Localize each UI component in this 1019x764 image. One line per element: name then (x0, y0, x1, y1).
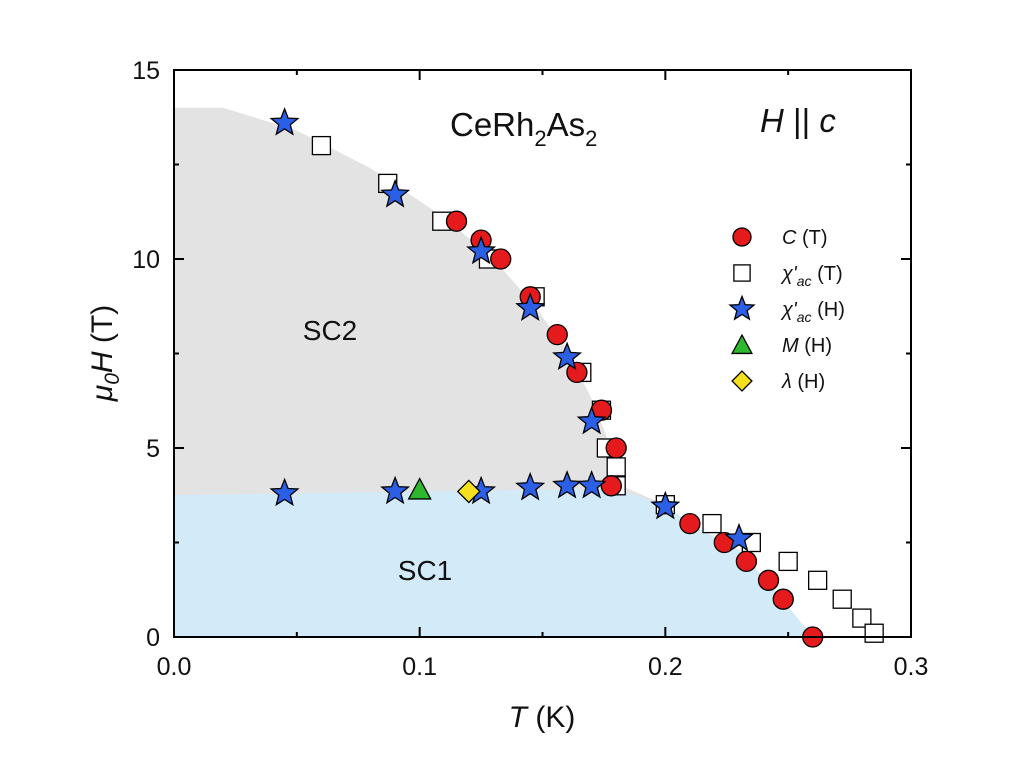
square-point (807, 570, 828, 590)
series-star (269, 107, 755, 552)
circle-point (679, 512, 701, 535)
star-point (650, 490, 681, 520)
x-axis-label: T (K) (509, 701, 576, 734)
x-tick-label: 0.2 (648, 653, 683, 681)
legend-marker-diamond (731, 370, 753, 392)
circle-point (735, 550, 758, 573)
star-point (466, 235, 497, 265)
plot-frame (173, 69, 912, 638)
title-part-2: As (547, 106, 586, 143)
y-tick-label: 15 (132, 57, 160, 85)
legend-marker-triangle (731, 333, 753, 355)
sc1-label: SC1 (398, 555, 452, 586)
y-axis-label: μ0H (T) (86, 305, 124, 402)
field-direction-note: H || c (760, 102, 836, 139)
legend-label-main: M (782, 335, 799, 357)
title-sub-2: 2 (585, 126, 597, 151)
x-label-unit: (K) (527, 701, 575, 734)
legend-label-main: χ' (780, 263, 798, 285)
y-label-unit: (T) (86, 305, 119, 352)
star-point (576, 405, 607, 435)
legend-label-main: χ' (780, 299, 798, 321)
star-point (552, 341, 583, 371)
series-triangle (407, 477, 432, 500)
legend-label: λ (H) (781, 371, 825, 393)
legend-label-arg: (T) (796, 227, 827, 249)
star-point (515, 471, 546, 501)
legend-marker-star (728, 294, 756, 321)
circle-point (546, 323, 568, 346)
sc2-label: SC2 (303, 315, 357, 346)
legend-label-arg: (H) (799, 335, 832, 357)
star-point (576, 470, 607, 499)
star-point (269, 477, 300, 507)
legend-label: M (H) (782, 335, 832, 357)
x-label-var: T (509, 701, 530, 734)
legend-label-main: λ (781, 371, 792, 393)
legend-label-arg: (T) (812, 263, 843, 285)
y-tick-label: 10 (132, 246, 160, 274)
circle-point (757, 569, 780, 591)
field-c: c (819, 102, 836, 139)
circle-point (600, 475, 622, 497)
square-point (852, 608, 872, 628)
circle-point (445, 210, 468, 232)
data-markers (269, 107, 884, 648)
star-point (380, 475, 411, 505)
region-labels: SC2 SC1 (303, 315, 452, 586)
chart-title: CeRh2As2 (450, 106, 597, 151)
star-point (723, 522, 755, 552)
series-circle (445, 210, 824, 648)
square-point (778, 551, 798, 572)
circle-point (566, 361, 588, 384)
y-label-mu: μ (86, 385, 119, 402)
legend-label: χ'ac (H) (780, 299, 845, 325)
square-point (311, 135, 332, 156)
legend-label-arg: (H) (812, 299, 845, 321)
y-label-var: H (86, 351, 119, 373)
title-part-1: CeRh (450, 106, 534, 143)
phase-regions (174, 107, 813, 638)
square-point (832, 589, 852, 609)
legend-label-arg: (H) (792, 371, 825, 393)
square-point (702, 513, 722, 534)
legend: C (T)χ'ac (T)χ'ac (H)M (H)λ (H) (728, 227, 845, 393)
legend-marker-square (733, 264, 751, 282)
x-tick-label: 0.0 (157, 653, 192, 681)
field-sep: || (784, 102, 819, 139)
tick-labels: 0.0 0.1 0.2 0.3 0 5 10 15 (132, 57, 928, 681)
sc1-region (174, 489, 813, 637)
star-point (380, 178, 411, 208)
circle-point (772, 588, 794, 610)
triangle-point (407, 477, 432, 500)
square-point (606, 457, 626, 477)
title-sub-1: 2 (534, 126, 546, 151)
diamond-point (456, 479, 481, 504)
legend-marker-circle (732, 227, 752, 247)
circle-point (605, 437, 627, 459)
y-label-sub: 0 (101, 373, 124, 385)
legend-label-sub: ac (797, 309, 812, 325)
x-tick-label: 0.3 (894, 653, 929, 681)
series-diamond (456, 479, 481, 504)
star-point (269, 107, 300, 136)
x-tick-label: 0.1 (402, 653, 437, 681)
star-point (515, 292, 546, 321)
legend-label-sub: ac (797, 273, 812, 289)
y-tick-label: 5 (146, 435, 160, 463)
y-tick-label: 0 (146, 624, 160, 652)
legend-label: C (T) (782, 227, 828, 249)
legend-label: χ'ac (T) (780, 263, 843, 289)
square-point (864, 623, 884, 643)
legend-label-main: C (782, 227, 797, 249)
circle-point (490, 248, 512, 270)
field-h: H (760, 102, 784, 139)
